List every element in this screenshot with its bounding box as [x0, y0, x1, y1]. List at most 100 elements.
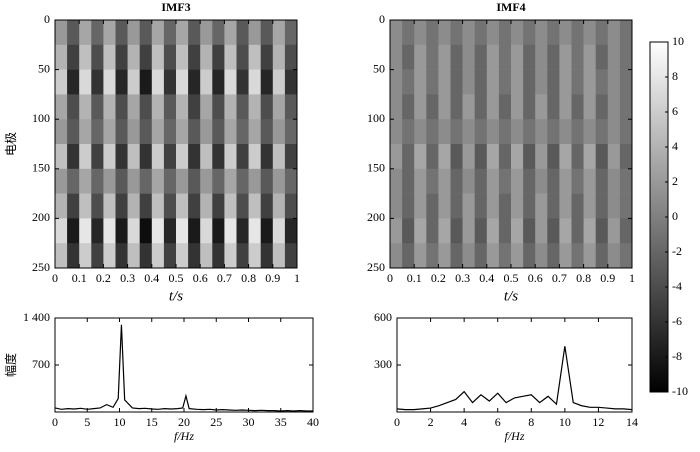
heat-cell: [103, 144, 116, 170]
heat-cell: [103, 69, 116, 95]
heat-cell: [248, 94, 261, 120]
heat-cell: [55, 94, 68, 120]
heat-cell: [260, 119, 274, 145]
heat-cell: [272, 193, 286, 219]
heat-cell: [79, 193, 92, 219]
heat-cell: [115, 20, 128, 46]
heat-cell: [224, 69, 237, 95]
y-tick-label: 1 400: [23, 310, 50, 324]
heat-cell: [486, 193, 500, 219]
heat-cell: [176, 144, 189, 170]
heat-cell: [200, 218, 213, 244]
heat-cell: [224, 20, 237, 46]
heat-cell: [236, 44, 249, 70]
y-tick-label: 100: [32, 111, 50, 125]
heat-cell: [619, 144, 633, 170]
heat-cell: [79, 168, 92, 194]
x-tick-label: 0.7: [217, 271, 232, 285]
heat-cell: [535, 218, 548, 244]
colorbar-tick-label: -8: [672, 349, 682, 363]
heat-cell: [67, 193, 80, 219]
x-tick-label: 4: [461, 415, 467, 429]
heat-cell: [450, 119, 463, 145]
heat-cell: [236, 144, 249, 170]
heat-cell: [607, 119, 621, 145]
heat-cell: [619, 20, 633, 46]
heat-cell: [103, 218, 116, 244]
heat-cell: [188, 243, 201, 269]
heat-cell: [236, 218, 249, 244]
heat-cell: [139, 193, 153, 219]
heat-cell: [224, 94, 237, 120]
heat-cell: [535, 20, 548, 46]
heat-cell: [486, 20, 500, 46]
heat-cell: [571, 94, 584, 120]
heat-cell: [127, 168, 140, 194]
heat-cell: [511, 20, 524, 46]
x-tick-label: 2: [428, 415, 434, 429]
heat-cell: [115, 218, 128, 244]
colorbar-tick-label: 10: [672, 34, 684, 48]
heat-cell: [547, 44, 560, 70]
x-tick-label: 6: [495, 415, 501, 429]
heat-cell: [115, 168, 128, 194]
heat-cell: [248, 193, 261, 219]
heat-cell: [559, 44, 572, 70]
x-tick-label: 0.6: [528, 271, 543, 285]
heat-cell: [390, 119, 403, 145]
heat-cell: [474, 243, 488, 269]
heat-cell: [535, 193, 548, 219]
heat-cell: [511, 69, 524, 95]
heat-cell: [498, 94, 512, 120]
heat-cell: [139, 69, 153, 95]
heat-cell: [163, 20, 177, 46]
x-tick-label: 25: [210, 415, 222, 429]
heat-cell: [284, 94, 298, 120]
heat-cell: [79, 243, 92, 269]
heat-cell: [583, 243, 596, 269]
heat-cell: [486, 69, 500, 95]
heat-cell: [595, 168, 609, 194]
heat-cell: [176, 94, 189, 120]
y-tick-label: 250: [32, 260, 50, 274]
x-tick-label: 0: [52, 415, 58, 429]
heat-cell: [272, 144, 286, 170]
heat-cell: [535, 168, 548, 194]
heat-cell: [535, 94, 548, 120]
heat-cell: [260, 20, 274, 46]
colorbar-tick-label: 8: [672, 69, 678, 83]
heat-cell: [236, 94, 249, 120]
heat-cell: [402, 69, 415, 95]
heat-cell: [595, 69, 609, 95]
heat-cell: [547, 94, 560, 120]
heat-cell: [200, 94, 213, 120]
heat-cell: [486, 243, 500, 269]
spectrum-line: [54, 324, 313, 412]
heat-cell: [103, 168, 116, 194]
x-tick-label: 0.2: [96, 271, 111, 285]
x-tick-label: 0.8: [576, 271, 591, 285]
heat-cell: [79, 44, 92, 70]
heat-cell: [91, 69, 104, 95]
heat-cell: [103, 119, 116, 145]
heat-cell: [236, 168, 249, 194]
heat-cell: [486, 44, 500, 70]
heat-cell: [414, 119, 427, 145]
heat-cell: [619, 168, 633, 194]
x-tick-label: 0.4: [479, 271, 494, 285]
x-tick-label: 1: [629, 271, 635, 285]
heat-cell: [188, 44, 201, 70]
heat-cell: [583, 119, 596, 145]
x-tick-label: 15: [146, 415, 158, 429]
heat-cell: [571, 119, 584, 145]
heat-cell: [474, 218, 488, 244]
x-tick-label: 12: [592, 415, 604, 429]
heat-cell: [55, 243, 68, 269]
x-tick-label: 0: [387, 271, 393, 285]
heat-cell: [450, 69, 463, 95]
heat-cell: [595, 218, 609, 244]
y-tick-label: 150: [32, 161, 50, 175]
heat-cell: [486, 94, 500, 120]
heat-cell: [462, 44, 475, 70]
heat-cell: [248, 144, 261, 170]
